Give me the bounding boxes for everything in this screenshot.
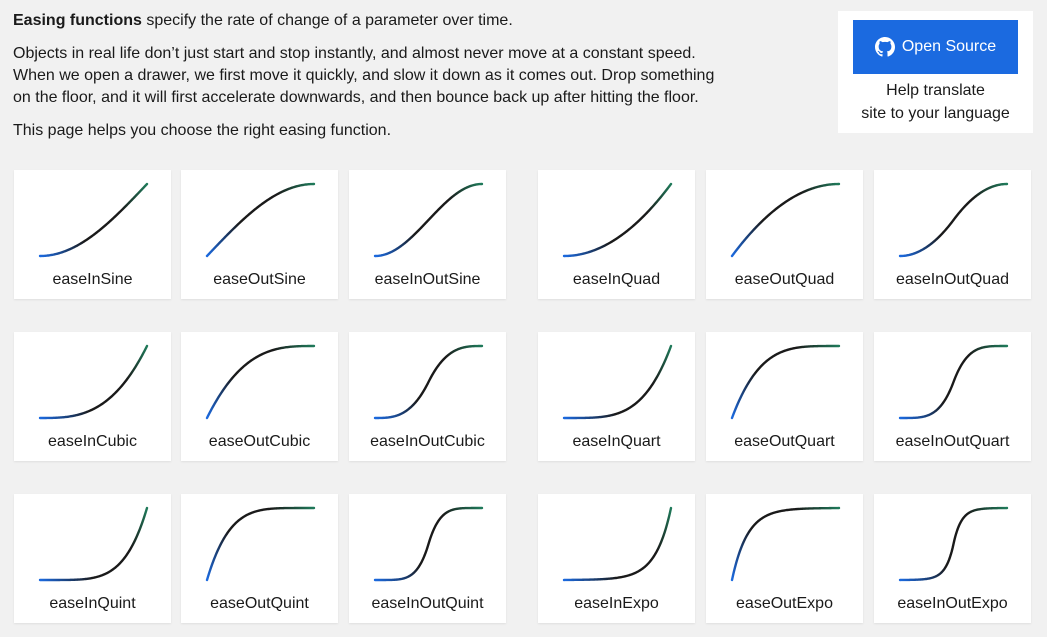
easing-curve-graph	[898, 344, 1009, 420]
help-line-1: Help translate	[886, 82, 985, 99]
easing-curve-graph	[38, 182, 149, 258]
easing-card-label: easeInOutSine	[374, 271, 481, 288]
open-source-button[interactable]: Open Source	[853, 20, 1018, 74]
easing-card-ease-in-out-quart[interactable]: easeInOutQuart	[874, 332, 1031, 461]
easing-curve-line	[562, 344, 673, 420]
easing-card-ease-in-cubic[interactable]: easeInCubic	[14, 332, 171, 461]
easing-curve-line	[373, 506, 484, 582]
easing-card-label: easeInQuint	[49, 595, 136, 612]
help-translate-link[interactable]: Help translate site to your language	[838, 79, 1033, 125]
easing-curve-line	[373, 182, 484, 258]
easing-curve-graph	[898, 182, 1009, 258]
easing-card-label: easeOutExpo	[736, 595, 833, 612]
easing-card-ease-in-quint[interactable]: easeInQuint	[14, 494, 171, 623]
easing-curve-line	[730, 506, 841, 582]
easing-card-ease-in-out-expo[interactable]: easeInOutExpo	[874, 494, 1031, 623]
github-icon	[874, 37, 895, 57]
easing-card-ease-out-quint[interactable]: easeOutQuint	[181, 494, 338, 623]
easing-card-ease-out-quart[interactable]: easeOutQuart	[706, 332, 863, 461]
easing-curve-line	[205, 506, 316, 582]
easing-card-label: easeInOutCubic	[370, 433, 485, 450]
easing-curve-graph	[898, 506, 1009, 582]
easing-curve-graph	[205, 506, 316, 582]
easing-card-label: easeInOutExpo	[897, 595, 1008, 612]
easing-card-ease-out-cubic[interactable]: easeOutCubic	[181, 332, 338, 461]
easing-card-ease-in-out-cubic[interactable]: easeInOutCubic	[349, 332, 506, 461]
easing-card-label: easeOutQuart	[734, 433, 835, 450]
easing-curve-graph	[205, 344, 316, 420]
easing-card-ease-in-out-quint[interactable]: easeInOutQuint	[349, 494, 506, 623]
easing-card-ease-out-expo[interactable]: easeOutExpo	[706, 494, 863, 623]
intro-heading-rest: specify the rate of change of a paramete…	[141, 12, 513, 29]
easing-card-label: easeInExpo	[574, 595, 659, 612]
easing-curve-line	[38, 344, 149, 420]
easing-card-ease-in-sine[interactable]: easeInSine	[14, 170, 171, 299]
easing-curve-graph	[205, 182, 316, 258]
easing-curve-line	[730, 344, 841, 420]
easing-curve-line	[38, 506, 149, 582]
easing-curve-graph	[373, 344, 484, 420]
easing-curve-line	[562, 506, 673, 582]
intro-paragraph-1: Easing functions specify the rate of cha…	[13, 10, 813, 32]
easing-curve-graph	[38, 506, 149, 582]
easing-curve-line	[205, 344, 316, 420]
intro-line-3: on the floor, and it will first accelera…	[13, 89, 699, 106]
intro-line-1: Objects in real life don’t just start an…	[13, 45, 696, 62]
easing-card-label: easeInOutQuad	[896, 271, 1009, 288]
intro-paragraph-3: This page helps you choose the right eas…	[13, 122, 392, 139]
easing-card-ease-in-out-quad[interactable]: easeInOutQuad	[874, 170, 1031, 299]
easing-curve-graph	[562, 344, 673, 420]
easing-card-label: easeOutQuad	[734, 271, 835, 288]
easing-card-label: easeInQuart	[572, 433, 661, 450]
easing-curve-line	[205, 182, 316, 258]
easing-card-ease-out-quad[interactable]: easeOutQuad	[706, 170, 863, 299]
easing-card-ease-in-expo[interactable]: easeInExpo	[538, 494, 695, 623]
easing-card-label: easeInSine	[52, 271, 133, 288]
easing-curve-graph	[38, 344, 149, 420]
easing-curve-graph	[562, 182, 673, 258]
help-line-2: site to your language	[861, 105, 1010, 122]
intro-text: Easing functions specify the rate of cha…	[13, 10, 813, 142]
easing-card-ease-in-quad[interactable]: easeInQuad	[538, 170, 695, 299]
easing-curve-graph	[730, 182, 841, 258]
easing-curve-graph	[730, 506, 841, 582]
easing-card-label: easeInCubic	[48, 433, 137, 450]
easing-curve-line	[562, 182, 673, 258]
easing-card-label: easeOutCubic	[208, 433, 311, 450]
easing-curve-line	[898, 344, 1009, 420]
easing-card-label: easeInOutQuart	[895, 433, 1010, 450]
intro-heading: Easing functions	[13, 12, 142, 29]
intro-line-2: When we open a drawer, we first move it …	[13, 67, 715, 84]
easing-curve-line	[38, 182, 149, 258]
open-source-button-label: Open Source	[901, 38, 997, 55]
easing-curve-line	[898, 506, 1009, 582]
intro-paragraph-2: Objects in real life don’t just start an…	[13, 43, 743, 109]
easing-curve-graph	[562, 506, 673, 582]
easing-card-ease-in-out-sine[interactable]: easeInOutSine	[349, 170, 506, 299]
easing-curve-graph	[373, 182, 484, 258]
open-source-panel: Open Source Help translate site to your …	[838, 11, 1033, 133]
easing-curve-graph	[373, 506, 484, 582]
easing-curve-line	[373, 344, 484, 420]
easing-card-ease-in-quart[interactable]: easeInQuart	[538, 332, 695, 461]
easing-card-label: easeInQuad	[572, 271, 661, 288]
easing-card-label: easeOutQuint	[210, 595, 309, 612]
easing-card-ease-out-sine[interactable]: easeOutSine	[181, 170, 338, 299]
easing-curve-graph	[730, 344, 841, 420]
easing-curve-line	[898, 182, 1009, 258]
easing-card-label: easeInOutQuint	[371, 595, 484, 612]
easing-curve-line	[730, 182, 841, 258]
easing-card-label: easeOutSine	[213, 271, 306, 288]
